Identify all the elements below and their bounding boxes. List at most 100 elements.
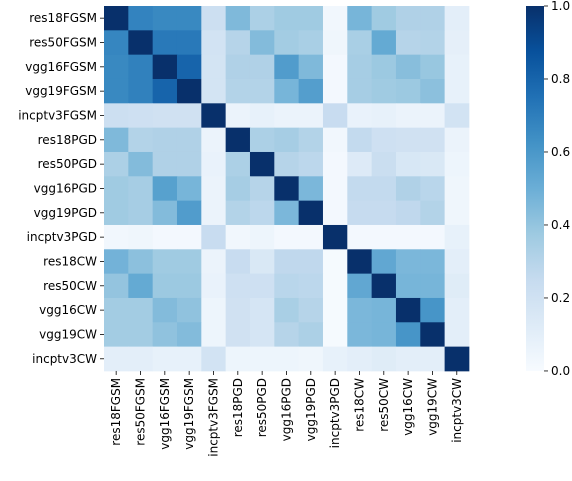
heatmap-cell (249, 6, 275, 31)
heatmap-cell (128, 322, 154, 348)
heatmap-cell (298, 30, 324, 56)
heatmap-cell (128, 224, 154, 250)
heatmap-cell (420, 273, 446, 299)
heatmap-cell (104, 78, 129, 104)
heatmap-cell (322, 249, 348, 275)
heatmap-cell (152, 54, 178, 80)
heatmap-cell (347, 297, 373, 323)
heatmap-cell (371, 224, 397, 250)
heatmap-cell (420, 249, 446, 275)
row-label: vgg16CW (39, 303, 97, 317)
heatmap-cell (152, 176, 178, 202)
heatmap-cell (298, 54, 324, 80)
heatmap-cell (274, 6, 300, 31)
heatmap-cell (249, 297, 275, 323)
heatmap-cell (347, 151, 373, 177)
heatmap-cell (347, 200, 373, 226)
heatmap-cell (152, 200, 178, 226)
heatmap-cell (104, 224, 129, 250)
heatmap-cell (152, 103, 178, 129)
heatmap-cell (371, 78, 397, 104)
heatmap-cell (152, 127, 178, 153)
heatmap-cell (371, 176, 397, 202)
heatmap-cell (274, 200, 300, 226)
heatmap-cell (298, 297, 324, 323)
heatmap-cell (176, 273, 202, 299)
heatmap-cell (298, 273, 324, 299)
heatmap-cell (347, 224, 373, 250)
heatmap-cell (274, 54, 300, 80)
heatmap-cell (104, 54, 129, 80)
heatmap-cell (128, 127, 154, 153)
heatmap-cell (128, 54, 154, 80)
heatmap-cell (420, 127, 446, 153)
heatmap-cell (249, 322, 275, 348)
heatmap-cell (128, 103, 154, 129)
heatmap-cell (225, 6, 251, 31)
heatmap-cell (444, 200, 470, 226)
heatmap-cell (176, 249, 202, 275)
heatmap-cell (395, 249, 421, 275)
row-label: res18FGSM (29, 11, 97, 25)
colorbar-tick-label: 0.6 (551, 145, 570, 159)
column-label: res18FGSM (109, 378, 123, 446)
row-label: vgg19FGSM (25, 84, 97, 98)
heatmap-cell (201, 322, 227, 348)
heatmap-cell (371, 322, 397, 348)
heatmap-cell (152, 151, 178, 177)
heatmap-cell (104, 297, 129, 323)
colorbar-tick-label: 1.0 (551, 0, 570, 13)
heatmap-cell (347, 249, 373, 275)
row-label: incptv3CW (32, 352, 97, 366)
heatmap-cell (371, 54, 397, 80)
heatmap-cell (444, 224, 470, 250)
heatmap-cell (225, 151, 251, 177)
heatmap-cell (322, 103, 348, 129)
heatmap-cell (444, 249, 470, 275)
heatmap-cell (298, 176, 324, 202)
heatmap-cell (298, 346, 324, 372)
heatmap-cell (444, 273, 470, 299)
heatmap-cell (347, 346, 373, 372)
heatmap-cell (249, 249, 275, 275)
column-label: incptv3FGSM (206, 378, 220, 457)
heatmap-cell (274, 249, 300, 275)
heatmap-cell (225, 322, 251, 348)
heatmap-cell (225, 224, 251, 250)
row-label: incptv3PGD (27, 230, 97, 244)
heatmap-cell (371, 151, 397, 177)
heatmap-cell (225, 346, 251, 372)
heatmap-cell (128, 273, 154, 299)
heatmap-cell (201, 151, 227, 177)
row-labels: res18FGSM res50FGSM vgg16FGSM vgg19FGSM incp… (18, 11, 104, 366)
heatmap-cell (225, 78, 251, 104)
heatmap-cell (274, 297, 300, 323)
heatmap-cell (201, 30, 227, 56)
column-label: vgg19PGD (304, 378, 318, 441)
heatmap-cell (395, 30, 421, 56)
heatmap-cell (322, 78, 348, 104)
column-label: vgg19FGSM (182, 378, 196, 450)
heatmap-cell (395, 273, 421, 299)
heatmap-cell (298, 200, 324, 226)
heatmap-cell (201, 297, 227, 323)
heatmap-cell (395, 200, 421, 226)
heatmap-cell (395, 151, 421, 177)
heatmap-cell (152, 273, 178, 299)
heatmap-cell (420, 322, 446, 348)
heatmap-cell (176, 6, 202, 31)
heatmap-cell (444, 151, 470, 177)
heatmap-cell (347, 273, 373, 299)
heatmap-cell (201, 6, 227, 31)
heatmap-cell (225, 176, 251, 202)
heatmap-cell (444, 6, 470, 31)
heatmap-cell (347, 30, 373, 56)
heatmap-cell (152, 346, 178, 372)
heatmap-cell (322, 297, 348, 323)
heatmap-cell (128, 6, 154, 31)
heatmap-cell (371, 249, 397, 275)
heatmap-cell (152, 78, 178, 104)
heatmap-cell (104, 103, 129, 129)
heatmap-cell (128, 249, 154, 275)
